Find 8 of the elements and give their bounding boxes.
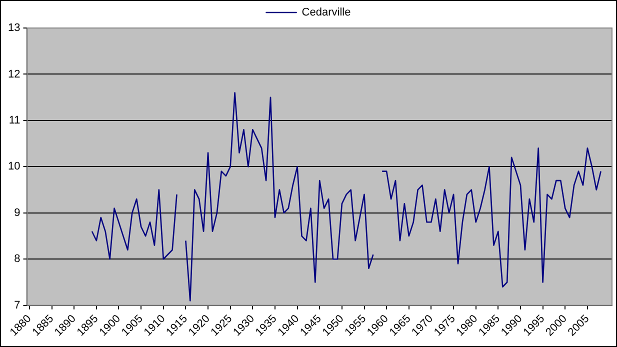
y-tick-label: 12 [8, 68, 20, 80]
legend-label: Cedarville [302, 6, 351, 19]
y-tick-label: 11 [8, 114, 20, 126]
y-tick-label: 7 [14, 299, 20, 312]
y-tick-label: 10 [8, 160, 20, 173]
y-tick-label: 9 [14, 206, 20, 219]
y-tick-label: 13 [8, 22, 20, 34]
y-tick-label: 8 [14, 253, 20, 266]
